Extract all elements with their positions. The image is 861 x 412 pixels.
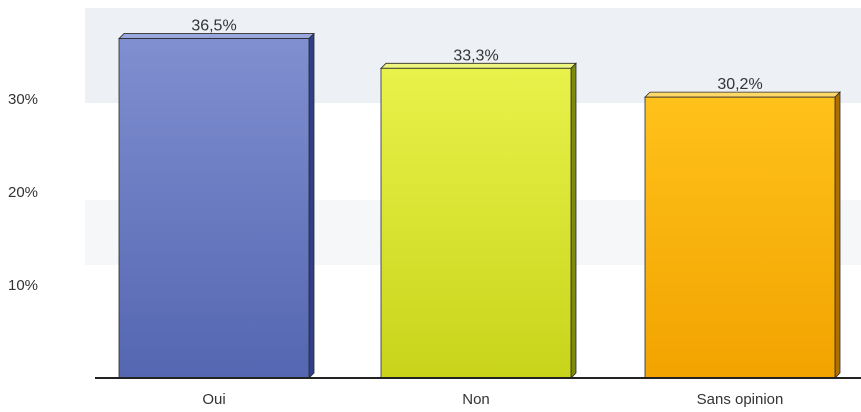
bar-front-face	[644, 96, 836, 379]
x-axis: Oui Non Sans opinion	[202, 391, 783, 408]
value-label: 30,2%	[717, 76, 762, 93]
bar-side-face	[570, 62, 577, 379]
y-axis: 10% 20% 30%	[8, 91, 38, 294]
bar-oui	[118, 32, 315, 379]
x-category-label: Sans opinion	[697, 391, 784, 408]
y-tick-label: 30%	[8, 91, 38, 108]
value-label: 33,3%	[453, 47, 498, 64]
x-category-label: Oui	[202, 391, 225, 408]
value-label: 36,5%	[191, 18, 236, 35]
bar-side-face	[308, 32, 315, 379]
value-labels: 36,5% 33,3% 30,2%	[191, 18, 762, 94]
bar-sans-opinion	[644, 91, 841, 379]
bars	[118, 32, 841, 379]
bar-front-face	[118, 38, 310, 379]
bar-front-face	[380, 67, 572, 379]
y-tick-label: 20%	[8, 184, 38, 201]
x-category-label: Non	[462, 391, 490, 408]
bar-non	[380, 62, 577, 379]
bar-side-face	[834, 91, 841, 379]
y-tick-label: 10%	[8, 277, 38, 294]
